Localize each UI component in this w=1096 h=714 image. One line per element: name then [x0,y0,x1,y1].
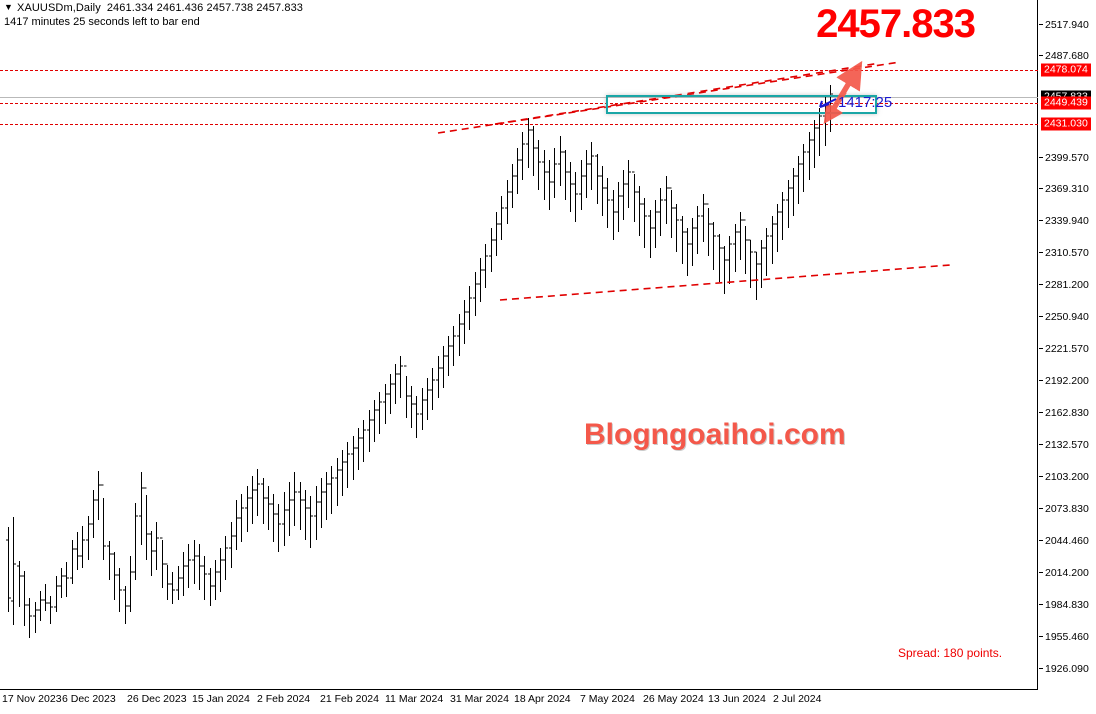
price-tick-label: 2044.460 [1045,535,1089,547]
price-tick: 2192.200 [1039,375,1089,387]
bar-countdown-label: 1417:25 [838,94,893,111]
resistance-level-line-2478 [0,70,1038,71]
price-tick-label: 1926.090 [1045,663,1089,675]
trendline-upper-rising [437,61,901,134]
price-tick: 2250.940 [1039,311,1089,323]
date-tick-label: 6 Dec 2023 [62,693,116,705]
date-tick-label: 15 Jan 2024 [192,693,250,705]
price-tick-label: 1955.460 [1045,631,1089,643]
price-tick: 2310.570 [1039,247,1089,259]
price-tick-label: 2399.570 [1045,152,1089,164]
tick-mark-icon [1039,540,1043,541]
tick-mark-icon [1039,284,1043,285]
tick-mark-icon [1039,24,1043,25]
tick-mark-icon [1039,412,1043,413]
price-tick-label: 2487.680 [1045,50,1089,62]
trendline-support-rising [499,264,951,301]
date-tick-label: 2 Feb 2024 [257,693,311,705]
date-tick-label: 26 May 2024 [643,693,704,705]
price-tick: 2517.940 [1039,19,1089,31]
price-tick: 2339.940 [1039,215,1089,227]
price-tick: 2103.200 [1039,471,1089,483]
date-tick-label: 18 Apr 2024 [514,693,571,705]
price-tick-label: 2369.310 [1045,183,1089,195]
trendlines [437,61,951,301]
price-tick: 2044.460 [1039,535,1089,547]
bar-end-timer-label: 1417 minutes 25 seconds left to bar end [4,16,200,28]
support-level-line-2431 [0,124,1038,125]
chart-frame: 1417:25 Blogngoaihoi.com Spread: 180 poi… [0,0,1038,690]
price-tick-label: 2517.940 [1045,19,1089,31]
price-tick-label: 2281.200 [1045,279,1089,291]
tick-mark-icon [1039,316,1043,317]
time-axis[interactable]: 17 Nov 2023 6 Dec 2023 26 Dec 2023 15 Jan 2… [0,691,1038,714]
price-tick-label: 2014.200 [1045,567,1089,579]
date-tick-label: 31 Mar 2024 [450,693,509,705]
price-tick: 1955.460 [1039,631,1089,643]
price-axis[interactable]: 2517.940 2487.680 2399.570 2369.310 2339.940… [1039,0,1096,690]
triangle-down-icon[interactable]: ▼ [4,2,14,12]
breakout-arrow-icon [819,60,863,124]
price-tick: 2281.200 [1039,279,1089,291]
symbol-info-bar[interactable]: ▼ XAUUSDm,Daily 2461.334 2461.436 2457.738… [4,2,303,14]
tick-mark-icon [1039,380,1043,381]
price-level-tag[interactable]: 2478.074 [1041,63,1091,77]
price-tick: 2487.680 [1039,50,1089,62]
date-tick-label: 2 Jul 2024 [773,693,822,705]
current-price-display: 2457.833 [816,2,976,46]
tick-mark-icon [1039,604,1043,605]
tick-mark-icon [1039,636,1043,637]
price-tick: 2221.570 [1039,343,1089,355]
price-tick-label: 2221.570 [1045,343,1089,355]
tick-mark-icon [1039,220,1043,221]
date-tick-label: 17 Nov 2023 [2,693,62,705]
tick-mark-icon [1039,348,1043,349]
ohlc-bars [6,85,833,638]
price-tick: 2132.570 [1039,439,1089,451]
date-tick-label: 13 Jun 2024 [708,693,766,705]
countdown-marker-icon [819,98,837,108]
price-tick: 2014.200 [1039,567,1089,579]
price-tick-label: 2162.830 [1045,407,1089,419]
price-tick-label: 2339.940 [1045,215,1089,227]
price-tick: 2369.310 [1039,183,1089,195]
date-tick-label: 7 May 2024 [580,693,635,705]
price-tick: 1984.830 [1039,599,1089,611]
arrow-down-shaft [823,90,847,124]
tick-mark-icon [1039,157,1043,158]
price-tick: 2073.830 [1039,503,1089,515]
tick-mark-icon [1039,252,1043,253]
price-tick-label: 2310.570 [1045,247,1089,259]
consolidation-zone-box[interactable] [606,95,877,114]
price-tick: 1926.090 [1039,663,1089,675]
site-watermark: Blogngoaihoi.com [584,418,846,451]
spread-label: Spread: 180 points. [898,646,1003,660]
current-price-line [0,97,1038,98]
ohlc-values-label: 2461.334 2461.436 2457.738 2457.833 [106,2,304,14]
price-tick-label: 2103.200 [1045,471,1089,483]
level-line-2449 [0,103,1038,104]
tick-mark-icon [1039,55,1043,56]
price-level-tag[interactable]: 2431.030 [1041,117,1091,131]
tick-mark-icon [1039,508,1043,509]
tick-mark-icon [1039,668,1043,669]
tick-mark-icon [1039,444,1043,445]
price-tick-label: 2073.830 [1045,503,1089,515]
price-level-tag[interactable]: 2449.439 [1041,96,1091,110]
symbol-name-label: XAUUSDm,Daily [17,2,101,14]
price-tick-label: 2192.200 [1045,375,1089,387]
date-tick-label: 26 Dec 2023 [127,693,187,705]
tick-mark-icon [1039,188,1043,189]
price-tick: 2399.570 [1039,152,1089,164]
chart-plot-area[interactable]: 1417:25 Blogngoaihoi.com Spread: 180 poi… [0,0,1038,690]
date-tick-label: 11 Mar 2024 [385,693,444,705]
price-tick-label: 2132.570 [1045,439,1089,451]
price-tick: 2162.830 [1039,407,1089,419]
price-tick-label: 1984.830 [1045,599,1089,611]
tick-mark-icon [1039,572,1043,573]
tick-mark-icon [1039,476,1043,477]
date-tick-label: 21 Feb 2024 [320,693,379,705]
price-tick-label: 2250.940 [1045,311,1089,323]
